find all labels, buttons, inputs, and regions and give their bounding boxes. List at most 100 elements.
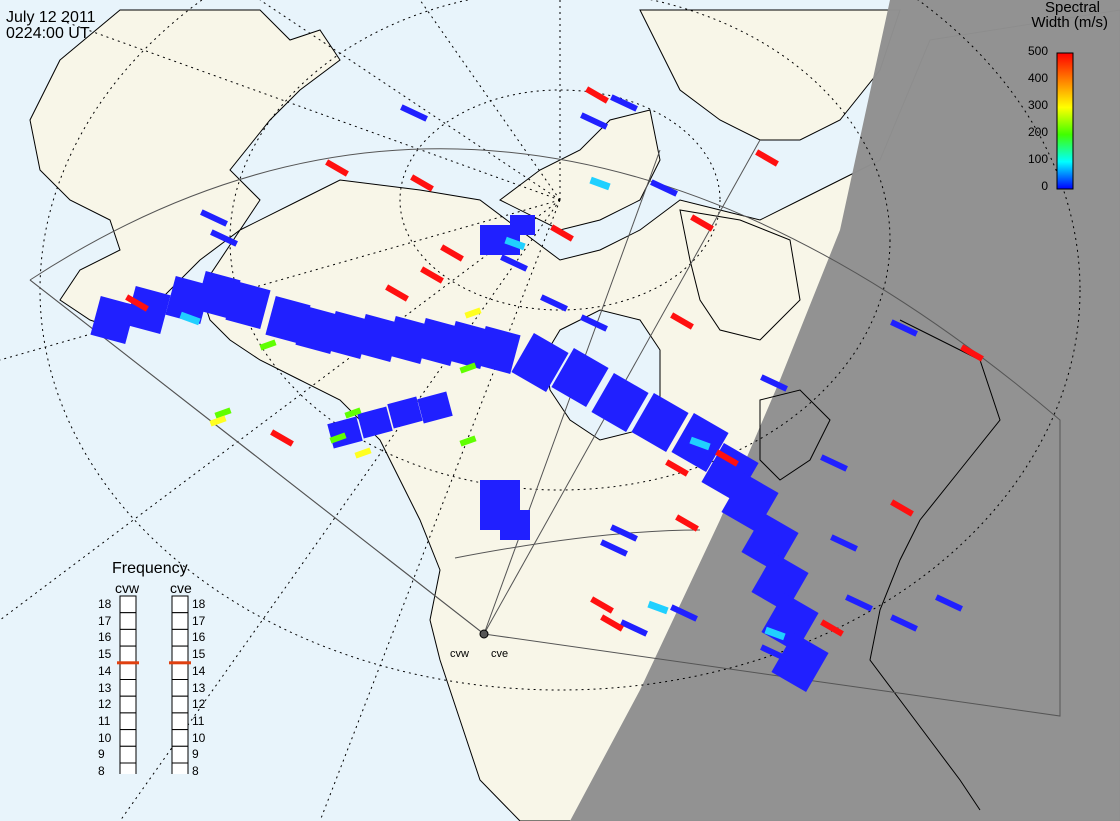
frequency-scale-label: 10: [98, 730, 112, 745]
echo-cell: [764, 626, 786, 641]
echo-cell: [500, 254, 528, 272]
echo-cell: [620, 619, 648, 637]
echo-cell: [459, 362, 477, 374]
echo-cell: [580, 314, 608, 332]
frequency-cell: [171, 662, 189, 681]
frequency-cell: [171, 729, 189, 747]
echo-cell: [209, 415, 227, 427]
echo-cell: [550, 224, 574, 242]
echo-cell: [890, 614, 918, 632]
colorbar-tick: 200: [1027, 125, 1048, 139]
echo-cell: [511, 333, 569, 392]
colorbar-tick: 500: [1027, 44, 1048, 58]
frequency-scale-label: 14: [98, 663, 112, 678]
date-label: July 12 2011: [6, 9, 96, 26]
echo-cell: [890, 319, 918, 337]
echo-cell: [344, 407, 362, 419]
echo-cell: [354, 447, 372, 459]
echo-cell: [715, 449, 739, 467]
frequency-scale-label: 18: [192, 597, 206, 611]
frequency-scale-label: 14: [192, 663, 206, 678]
colorbar-tick: 100: [1027, 152, 1048, 166]
echo-cell: [960, 344, 984, 362]
echo-cell: [600, 539, 628, 557]
frequency-cell: [171, 712, 189, 731]
frequency-scale-label: 8: [192, 764, 199, 778]
echo-cell: [665, 459, 689, 477]
night-coastline-2: [759, 389, 831, 481]
echo-cell: [329, 432, 347, 444]
echo-cell: [647, 600, 669, 615]
echo-cell: [689, 436, 711, 451]
echo-cell: [600, 614, 624, 632]
colorbar-title-2: Width (m/s): [1031, 14, 1108, 31]
colorbar: [1056, 52, 1074, 190]
frequency-cell: [171, 645, 189, 664]
echo-cell: [417, 391, 453, 424]
echo-cell: [500, 510, 530, 540]
frequency-scale-label: 12: [98, 697, 112, 712]
echo-cell: [591, 373, 649, 432]
echo-cell: [631, 393, 689, 452]
frequency-scale-label: 11: [192, 713, 205, 728]
echo-cell: [760, 374, 788, 392]
echo-cell: [410, 174, 434, 192]
night-shading: [570, 0, 1120, 821]
freq-radar-west: cvw: [115, 580, 140, 596]
frequency-cell: [119, 628, 137, 647]
echo-cell: [510, 215, 535, 235]
echo-cell: [270, 429, 294, 447]
echo-cell: [210, 229, 238, 247]
frequency-cell: [119, 662, 137, 681]
frequency-scale-label: 18: [98, 597, 112, 611]
frequency-cell: [119, 645, 137, 664]
echo-cell: [551, 348, 609, 407]
radar-label-west: cvw: [450, 648, 469, 660]
frequency-scale-label: 12: [192, 697, 206, 712]
frequency-cell: [119, 679, 137, 697]
echo-cell: [214, 407, 232, 419]
frequency-scale-label: 9: [192, 747, 199, 762]
radar-label-east: cve: [491, 648, 509, 660]
echo-cell: [325, 159, 349, 177]
frequency-marker: [169, 661, 191, 665]
frequency-cell: [119, 762, 137, 774]
frequency-cell: [171, 595, 189, 614]
frequency-cell: [119, 612, 137, 630]
echo-cell: [387, 396, 423, 429]
frequency-scale-label: 13: [192, 680, 206, 695]
echo-cell: [675, 514, 699, 532]
frequency-cell: [119, 695, 137, 714]
echo-cells: [90, 86, 984, 692]
frequency-cell: [119, 712, 137, 731]
echo-cell: [259, 339, 277, 351]
echo-cell: [125, 294, 149, 312]
echo-cell: [589, 176, 611, 191]
land-arctic-islands: [499, 109, 661, 231]
echo-cell: [760, 644, 788, 662]
frequency-cell: [171, 762, 189, 774]
echo-cell: [650, 179, 678, 197]
frequency-cell: [119, 729, 137, 747]
land-baffin: [679, 209, 801, 341]
frequency-cell: [119, 745, 137, 764]
colorbar-tick: 300: [1027, 98, 1048, 112]
colorbar-tick: 0: [1041, 179, 1048, 193]
echo-cell: [90, 296, 136, 344]
frequency-scale-label: 15: [192, 647, 206, 662]
frequency-scale-label: 13: [98, 680, 112, 695]
echo-cell: [440, 244, 464, 262]
frequency-scale-label: 17: [192, 613, 206, 628]
echo-cell: [585, 86, 609, 104]
echo-cell: [400, 104, 428, 122]
echo-cell: [590, 596, 614, 614]
echo-cell: [610, 94, 638, 112]
echo-cell: [751, 553, 809, 612]
colorbar-tick: 400: [1027, 71, 1048, 85]
echo-cell: [670, 312, 694, 330]
echo-cell: [755, 149, 779, 167]
echo-cell: [935, 594, 963, 612]
frequency-gauges: [117, 595, 191, 774]
frequency-scale-label: 8: [98, 764, 105, 778]
frequency-title: Frequency: [112, 560, 188, 577]
